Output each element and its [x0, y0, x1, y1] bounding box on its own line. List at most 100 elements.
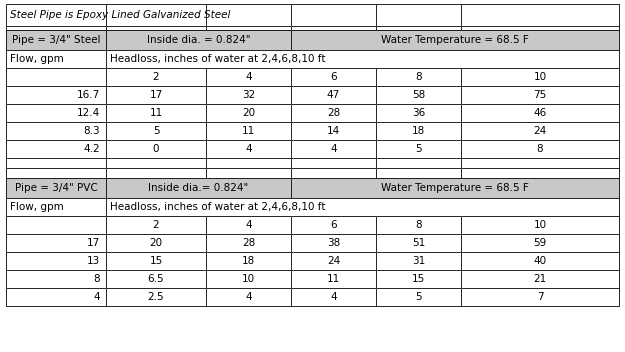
Bar — [291, 234, 376, 252]
Bar — [6, 252, 106, 270]
Text: 16.7: 16.7 — [77, 90, 100, 100]
Bar — [6, 168, 106, 178]
Bar — [376, 270, 461, 288]
Bar — [461, 234, 619, 252]
Text: 5: 5 — [415, 292, 422, 302]
Bar — [206, 234, 291, 252]
Bar — [6, 30, 106, 50]
Bar — [106, 234, 206, 252]
Bar — [206, 104, 291, 122]
Bar — [461, 288, 619, 306]
Bar — [206, 288, 291, 306]
Bar — [206, 270, 291, 288]
Bar — [106, 4, 206, 26]
Bar — [376, 68, 461, 86]
Text: 4: 4 — [245, 292, 252, 302]
Bar — [106, 178, 291, 198]
Bar — [291, 140, 376, 158]
Bar — [6, 270, 106, 288]
Text: 24: 24 — [533, 126, 547, 136]
Bar — [461, 288, 619, 306]
Bar — [106, 252, 206, 270]
Bar — [376, 26, 461, 30]
Bar — [376, 158, 461, 168]
Text: Steel Pipe is Epoxy Lined Galvanized Steel: Steel Pipe is Epoxy Lined Galvanized Ste… — [10, 10, 231, 20]
Bar — [376, 168, 461, 178]
Bar — [291, 288, 376, 306]
Bar — [206, 68, 291, 86]
Bar — [106, 270, 206, 288]
Bar — [106, 104, 206, 122]
Bar — [206, 158, 291, 168]
Bar — [376, 234, 461, 252]
Bar — [376, 140, 461, 158]
Bar — [6, 122, 106, 140]
Bar — [106, 140, 206, 158]
Bar — [376, 86, 461, 104]
Text: 11: 11 — [149, 108, 162, 118]
Bar — [206, 216, 291, 234]
Text: 46: 46 — [533, 108, 547, 118]
Bar — [291, 234, 376, 252]
Text: 17: 17 — [149, 90, 162, 100]
Bar — [461, 234, 619, 252]
Bar — [376, 234, 461, 252]
Text: 58: 58 — [412, 90, 425, 100]
Bar — [106, 30, 291, 50]
Bar — [376, 26, 461, 30]
Bar — [376, 4, 461, 26]
Bar — [461, 140, 619, 158]
Text: 8.3: 8.3 — [83, 126, 100, 136]
Bar — [6, 288, 106, 306]
Bar — [206, 26, 291, 30]
Text: 4: 4 — [330, 292, 337, 302]
Bar — [206, 26, 291, 30]
Text: 4: 4 — [245, 220, 252, 230]
Bar — [376, 122, 461, 140]
Text: 31: 31 — [412, 256, 425, 266]
Bar — [291, 104, 376, 122]
Bar — [461, 168, 619, 178]
Bar — [106, 158, 206, 168]
Bar — [461, 4, 619, 26]
Bar — [206, 68, 291, 86]
Text: 17: 17 — [87, 238, 100, 248]
Bar — [376, 68, 461, 86]
Bar — [6, 198, 106, 216]
Bar — [206, 168, 291, 178]
Bar — [291, 140, 376, 158]
Text: Flow, gpm: Flow, gpm — [10, 54, 64, 64]
Bar — [376, 104, 461, 122]
Bar — [106, 198, 619, 216]
Text: Pipe = 3/4" Steel: Pipe = 3/4" Steel — [12, 35, 100, 45]
Bar — [461, 216, 619, 234]
Text: 47: 47 — [327, 90, 340, 100]
Bar — [106, 4, 206, 26]
Bar — [291, 252, 376, 270]
Bar — [461, 68, 619, 86]
Text: 75: 75 — [533, 90, 547, 100]
Bar — [106, 168, 206, 178]
Bar — [6, 140, 106, 158]
Bar — [206, 270, 291, 288]
Text: 8: 8 — [93, 274, 100, 284]
Bar — [291, 158, 376, 168]
Bar — [291, 86, 376, 104]
Bar — [6, 26, 106, 30]
Bar — [461, 104, 619, 122]
Bar — [291, 158, 376, 168]
Bar — [6, 86, 106, 104]
Bar — [206, 234, 291, 252]
Text: 11: 11 — [242, 126, 255, 136]
Bar — [291, 168, 376, 178]
Bar — [376, 158, 461, 168]
Bar — [6, 198, 106, 216]
Bar — [206, 4, 291, 26]
Text: 40: 40 — [534, 256, 546, 266]
Bar — [106, 216, 206, 234]
Bar — [461, 216, 619, 234]
Bar — [6, 104, 106, 122]
Bar — [461, 104, 619, 122]
Bar — [6, 50, 106, 68]
Bar — [106, 68, 206, 86]
